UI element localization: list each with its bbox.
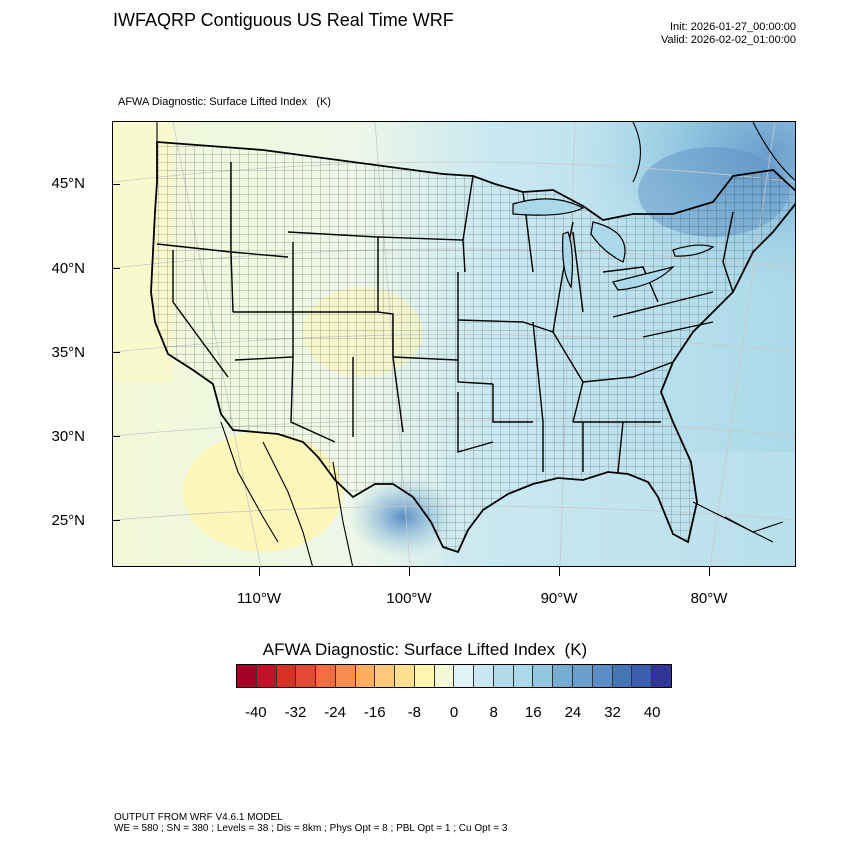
- colorbar-tick-label: -32: [284, 704, 307, 721]
- colorbar-cell: [355, 665, 376, 687]
- lon-tick-110: [259, 567, 260, 576]
- valid-time: Valid: 2026-02-02_01:00:00: [661, 34, 796, 46]
- colorbar-tick-label: 16: [524, 704, 542, 721]
- colorbar-cell: [237, 665, 257, 687]
- lon-label-100: 100°W: [386, 590, 432, 607]
- lat-label-30: 30°N: [51, 428, 85, 445]
- colorbar-title: AFWA Diagnostic: Surface Lifted Index (K…: [262, 640, 588, 659]
- colorbar-cell: [553, 665, 574, 687]
- colorbar-cell: [256, 665, 277, 687]
- lat-tick-40: [112, 268, 120, 269]
- lon-tick-100: [409, 567, 410, 576]
- init-time: Init: 2026-01-27_00:00:00: [670, 21, 796, 33]
- colorbar-tick-label: 24: [564, 704, 582, 721]
- colorbar-cell: [632, 665, 653, 687]
- map-svg: [113, 122, 795, 566]
- footer-model-line: OUTPUT FROM WRF V4.6.1 MODEL: [114, 812, 283, 823]
- colorbar-cell: [493, 665, 514, 687]
- colorbar-tick-label: -24: [324, 704, 346, 721]
- lat-label-45: 45°N: [51, 175, 85, 192]
- colorbar-tick-label: 40: [643, 704, 661, 721]
- map-panel: [112, 121, 796, 567]
- great-lakes: [512, 198, 715, 291]
- colorbar-cell: [612, 665, 633, 687]
- plot-title: IWFAQRP Contiguous US Real Time WRF: [113, 10, 454, 30]
- colorbar-cell: [573, 665, 593, 687]
- colorbar-cell: [513, 665, 534, 687]
- colorbar-tick-label: -8: [407, 704, 422, 721]
- lon-label-110: 110°W: [236, 590, 282, 607]
- colorbar-cell: [454, 665, 475, 687]
- field-subtitle: AFWA Diagnostic: Surface Lifted Index (K…: [118, 96, 331, 108]
- colorbar-tick-label: 32: [604, 704, 621, 721]
- lat-label-35: 35°N: [51, 344, 85, 361]
- colorbar-cell: [296, 665, 317, 687]
- lon-label-90: 90°W: [540, 590, 578, 607]
- colorbar-tick-label: 0: [449, 704, 459, 721]
- colorbar-cell: [434, 665, 455, 687]
- colorbar: [236, 664, 672, 688]
- colorbar-cell: [395, 665, 415, 687]
- colorbar-cell: [414, 665, 435, 687]
- colorbar-tick-label: -40: [244, 704, 267, 721]
- colorbar-cell: [375, 665, 396, 687]
- colorbar-tick-label: -16: [363, 704, 386, 721]
- colorbar-tick-label: 8: [489, 704, 498, 721]
- lon-tick-80: [709, 567, 710, 576]
- colorbar-cell: [592, 665, 613, 687]
- footer-config-line: WE = 580 ; SN = 380 ; Levels = 38 ; Dis …: [114, 823, 508, 834]
- colorbar-cell: [316, 665, 336, 687]
- lat-label-40: 40°N: [51, 260, 85, 277]
- international-coastlines: [156, 122, 795, 566]
- lon-tick-90: [559, 567, 560, 576]
- colorbar-cell: [533, 665, 554, 687]
- colorbar-cell: [276, 665, 297, 687]
- lon-label-80: 80°W: [690, 590, 728, 607]
- lat-tick-35: [112, 352, 120, 353]
- state-borders: [156, 162, 734, 473]
- lat-label-25: 25°N: [51, 512, 85, 529]
- colorbar-cell: [335, 665, 356, 687]
- colorbar-cell: [474, 665, 494, 687]
- conus-landmass: [150, 141, 795, 554]
- field-baja-yellow: [183, 432, 343, 552]
- lat-tick-25: [112, 520, 120, 521]
- colorbar-cell: [652, 665, 671, 687]
- lat-tick-30: [112, 436, 120, 437]
- lat-tick-45: [112, 184, 120, 185]
